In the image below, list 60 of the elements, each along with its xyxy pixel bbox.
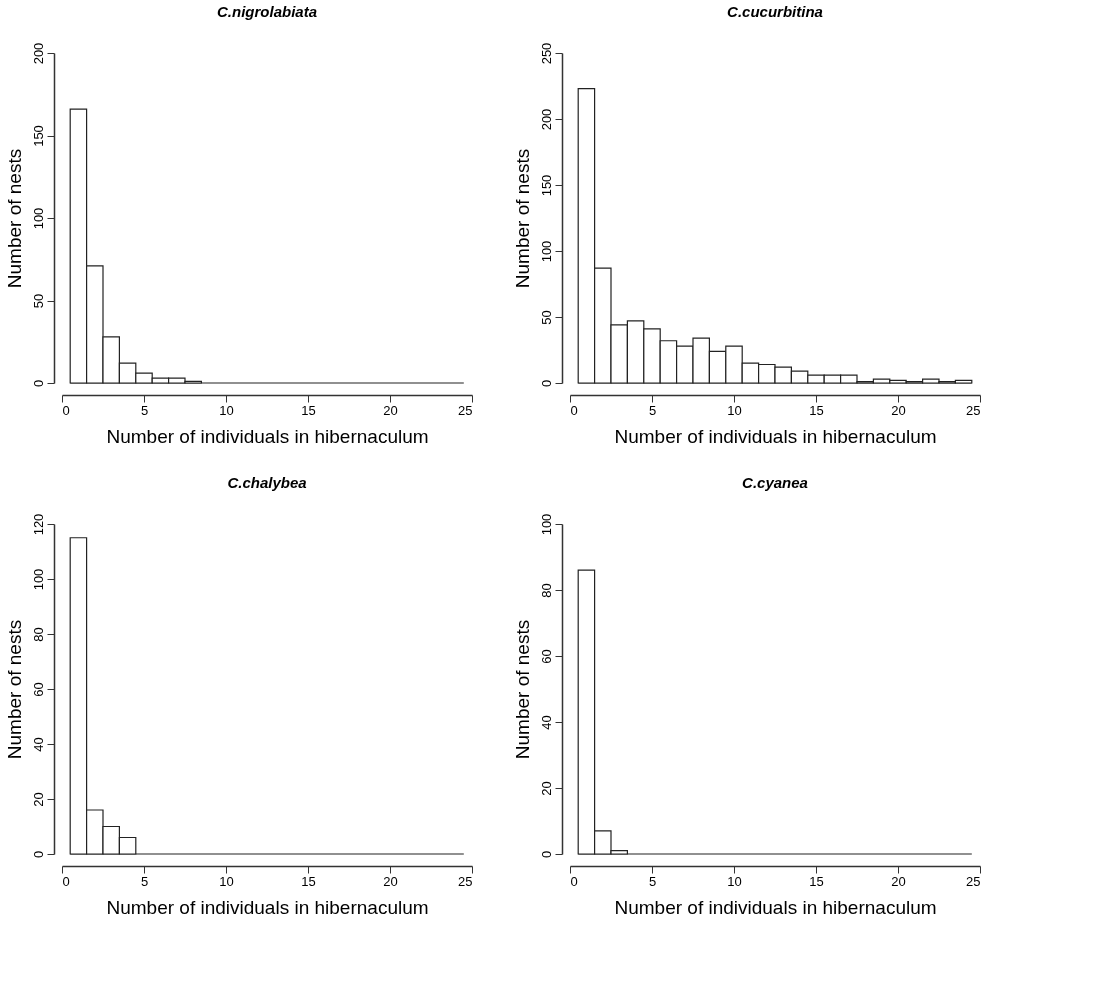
y-tick-label: 80	[30, 627, 46, 642]
x-tick-label: 20	[891, 402, 906, 418]
x-tick-label: 20	[891, 873, 906, 889]
chart-title: C.cyanea	[742, 474, 808, 492]
y-tick-label: 200	[538, 108, 554, 131]
x-tick-label: 5	[648, 402, 657, 418]
x-axis-title: Number of individuals in hibernaculum	[614, 896, 937, 918]
y-tick-label: 50	[538, 310, 554, 325]
y-tick-label: 0	[30, 850, 46, 859]
y-tick-label: 0	[538, 379, 554, 388]
x-tick-label: 25	[966, 402, 981, 418]
x-tick-label: 20	[383, 402, 398, 418]
x-tick-label: 20	[383, 873, 398, 889]
y-tick-label: 60	[30, 682, 46, 697]
y-tick-label: 100	[538, 240, 554, 263]
x-tick-label: 15	[301, 402, 316, 418]
x-tick-label: 5	[140, 873, 149, 889]
x-tick-label: 10	[727, 873, 742, 889]
x-tick-label: 10	[219, 402, 234, 418]
y-axis-title: Number of nests	[3, 148, 25, 289]
y-tick-label: 150	[538, 174, 554, 197]
y-tick-label: 40	[538, 715, 554, 730]
y-tick-label: 100	[30, 568, 46, 591]
y-tick-label: 20	[538, 781, 554, 796]
y-axis-title: Number of nests	[3, 619, 25, 760]
y-tick-label: 50	[30, 293, 46, 309]
x-tick-label: 0	[570, 402, 578, 418]
y-tick-label: 20	[30, 792, 46, 807]
x-tick-label: 15	[809, 873, 824, 889]
y-tick-label: 40	[30, 737, 46, 752]
x-tick-label: 25	[966, 873, 981, 889]
chart-title: C.nigrolabiata	[216, 3, 318, 21]
y-axis-title: Number of nests	[511, 619, 533, 760]
chart-title: C.chalybea	[227, 474, 307, 492]
x-tick-label: 15	[809, 402, 824, 418]
x-tick-label: 5	[140, 402, 149, 418]
y-tick-label: 0	[538, 850, 554, 859]
x-axis-title: Number of individuals in hibernaculum	[106, 896, 429, 918]
y-tick-label: 120	[30, 513, 46, 536]
y-tick-label: 0	[30, 379, 46, 388]
x-tick-label: 10	[727, 402, 742, 418]
x-tick-label: 0	[62, 873, 70, 889]
y-tick-label: 200	[30, 42, 46, 65]
y-tick-label: 100	[30, 207, 46, 230]
x-axis-title: Number of individuals in hibernaculum	[106, 425, 429, 447]
x-tick-label: 0	[570, 873, 578, 889]
x-tick-label: 5	[648, 873, 657, 889]
x-tick-label: 25	[458, 402, 473, 418]
y-tick-label: 250	[538, 42, 554, 65]
x-tick-label: 25	[458, 873, 473, 889]
chart-title: C.cucurbitina	[727, 3, 823, 21]
y-tick-label: 150	[30, 125, 46, 147]
y-tick-label: 80	[538, 583, 554, 598]
x-axis-title: Number of individuals in hibernaculum	[614, 425, 937, 447]
x-tick-label: 15	[301, 873, 316, 889]
y-tick-label: 100	[538, 513, 554, 536]
x-tick-label: 10	[219, 873, 234, 889]
y-tick-label: 60	[538, 649, 554, 664]
x-tick-label: 0	[62, 402, 70, 418]
y-axis-title: Number of nests	[511, 148, 533, 289]
